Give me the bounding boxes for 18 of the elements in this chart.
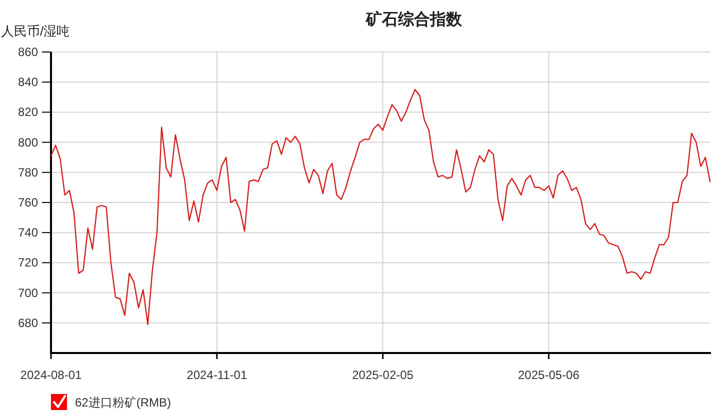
y-axis-title: 人民币/湿吨 (1, 24, 70, 38)
y-tick-label: 860 (18, 45, 38, 59)
x-tick-label: 2025-02-05 (352, 368, 414, 382)
y-tick-label: 680 (18, 316, 38, 330)
y-tick-label: 700 (18, 286, 38, 300)
y-tick-label: 780 (18, 165, 38, 180)
chart-title: 矿石综合指数 (365, 10, 463, 28)
y-tick-label: 800 (18, 135, 38, 150)
x-tick-label: 2024-11-01 (186, 368, 248, 382)
y-tick-label: 760 (18, 196, 38, 210)
legend-label: 62进口粉矿(RMB) (75, 396, 172, 410)
y-tick-label: 740 (18, 226, 38, 240)
line-series (50, 89, 711, 325)
x-tick-label: 2024-08-01 (20, 368, 82, 382)
y-tick-label: 840 (18, 75, 38, 90)
y-tick-label: 820 (18, 105, 38, 120)
x-tick-label: 2025-05-06 (518, 368, 580, 382)
y-tick-label: 720 (18, 256, 38, 270)
